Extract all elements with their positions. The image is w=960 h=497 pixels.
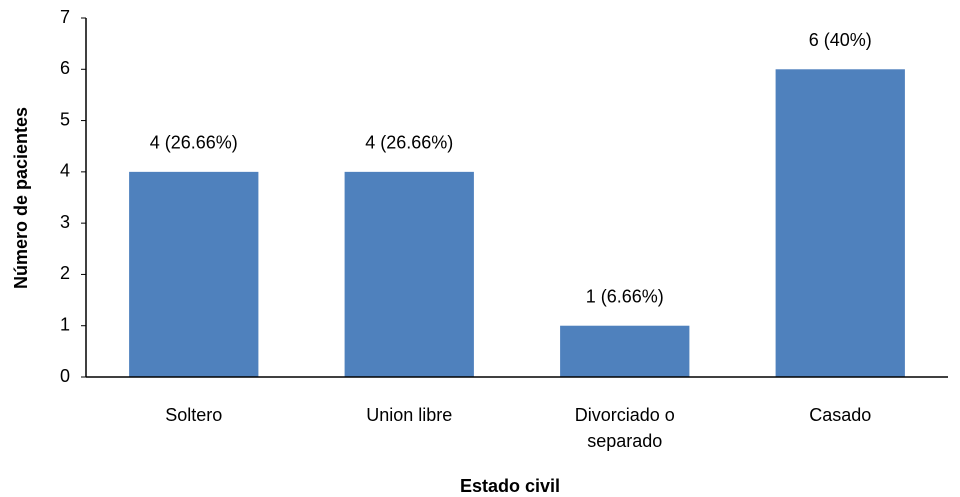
y-tick-label: 0: [60, 366, 70, 386]
x-tick-label: Casado: [809, 405, 872, 425]
y-tick-label: 6: [60, 58, 70, 78]
x-tick-label: Soltero: [165, 405, 223, 425]
bar: [129, 171, 259, 377]
y-tick-label: 7: [60, 7, 70, 27]
y-axis-label: Número de pacientes: [11, 107, 31, 289]
data-label: 4 (26.66%): [365, 133, 453, 153]
data-label: 6 (40%): [809, 30, 872, 50]
x-axis-label: Estado civil: [460, 476, 560, 496]
y-tick-label: 1: [60, 314, 70, 334]
y-tick-label: 4: [60, 161, 70, 181]
bar: [560, 325, 690, 377]
x-tick-label: Divorciado o separado: [574, 405, 675, 451]
data-label: 1 (6.66%): [586, 286, 664, 306]
y-tick-label: 3: [60, 212, 70, 232]
x-tick-label: Union libre: [366, 405, 453, 425]
y-tick-label: 5: [60, 109, 70, 129]
data-label: 4 (26.66%): [150, 133, 238, 153]
y-tick-label: 2: [60, 263, 70, 283]
bar: [775, 69, 905, 378]
bar: [344, 171, 474, 377]
